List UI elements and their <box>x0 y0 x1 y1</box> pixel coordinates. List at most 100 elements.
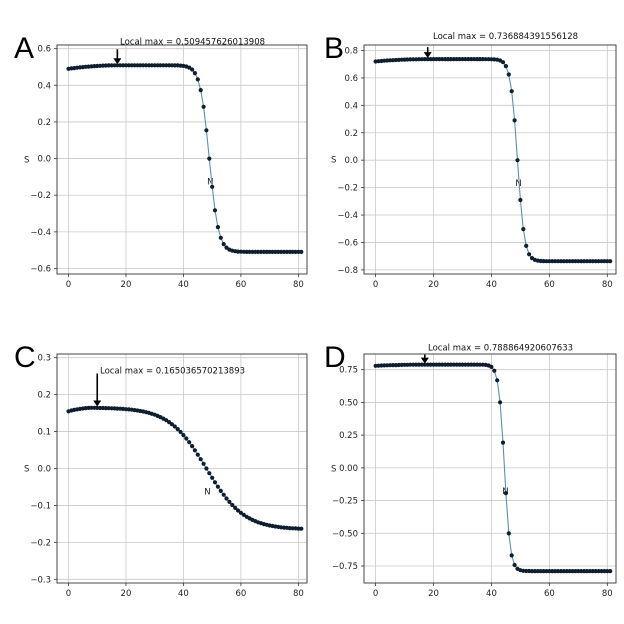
data-point <box>466 57 471 62</box>
data-point <box>258 249 264 254</box>
data-point <box>224 496 229 501</box>
x-tick-label: 40 <box>486 280 497 290</box>
data-point <box>538 569 543 574</box>
y-tick-label: 0.25 <box>339 431 358 441</box>
data-point <box>227 499 232 504</box>
panel-label: A <box>14 32 34 65</box>
data-point <box>152 63 157 68</box>
x-tick-label: 0 <box>66 280 71 290</box>
x-axis-label: N <box>515 179 521 189</box>
x-tick-label: 60 <box>235 589 246 599</box>
data-point <box>425 362 430 367</box>
x-tick-label: 40 <box>178 280 189 290</box>
data-point <box>590 569 595 574</box>
data-point <box>273 249 278 254</box>
data-point <box>212 208 218 213</box>
data-point <box>457 362 462 367</box>
data-point <box>582 569 587 574</box>
data-point <box>238 510 243 515</box>
data-point <box>489 364 494 369</box>
data-point <box>207 471 212 476</box>
data-point <box>532 569 538 574</box>
data-point <box>463 57 468 62</box>
annotation-label: Local max = 0.509457626013908 <box>120 37 265 47</box>
y-tick-label: 0.0 <box>37 155 51 165</box>
y-tick-label: −0.25 <box>332 497 358 507</box>
data-point <box>483 57 488 62</box>
data-point <box>190 67 195 72</box>
panel-b: B 0 20 40 60 80 0.8 0.6 0.4 0.2 0.0 −0.2 −0.4 −0.6 −0.… <box>324 32 617 290</box>
data-point <box>547 569 552 574</box>
annotation-arrowhead <box>93 400 102 407</box>
data-point <box>445 57 451 62</box>
data-point <box>535 569 540 574</box>
data-point <box>518 197 523 203</box>
data-point <box>198 88 203 93</box>
y-tick-label: 0.2 <box>37 391 51 401</box>
x-tick-label: 20 <box>428 280 439 290</box>
data-point <box>261 249 266 254</box>
x-tick-label: 20 <box>428 589 439 599</box>
x-axis-label: N <box>207 178 213 188</box>
data-point <box>472 57 477 62</box>
data-point <box>218 488 223 493</box>
data-point <box>544 259 549 264</box>
data-point <box>509 89 514 94</box>
data-point <box>547 259 552 264</box>
data-point <box>290 249 295 254</box>
data-point <box>506 72 511 77</box>
data-point <box>593 259 598 264</box>
data-point <box>178 429 183 435</box>
data-point <box>553 569 558 574</box>
data-point <box>195 77 200 82</box>
data-point <box>132 63 137 68</box>
data-point <box>218 235 223 240</box>
y-tick-label: −0.6 <box>337 238 358 248</box>
data-point <box>419 362 424 367</box>
y-axis-label: S <box>331 156 336 166</box>
y-tick-label: −0.2 <box>337 184 358 194</box>
data-point <box>564 569 569 574</box>
data-point <box>469 57 474 62</box>
data-point <box>204 128 209 133</box>
data-point <box>198 457 203 462</box>
data-point <box>293 249 298 254</box>
data-point <box>596 259 601 264</box>
data-point <box>448 57 453 62</box>
data-point <box>221 492 226 497</box>
x-tick-label: 80 <box>602 280 613 290</box>
data-point <box>440 362 445 367</box>
data-point <box>576 569 581 574</box>
data-point <box>469 362 474 367</box>
data-point <box>422 57 427 62</box>
data-point <box>118 63 123 68</box>
panel-a: A 0 20 40 60 80 0.6 0.4 0.2 0.0 −0.2 −0.4 −0.6 S N Loca… <box>14 32 308 290</box>
data-point <box>89 405 94 410</box>
data-point <box>434 57 439 62</box>
data-point <box>503 491 508 496</box>
data-point <box>204 466 209 471</box>
data-point <box>579 569 584 574</box>
data-point <box>567 569 572 574</box>
data-point <box>250 249 255 254</box>
data-point <box>605 259 610 264</box>
data-point <box>596 569 601 574</box>
data-point <box>541 569 546 574</box>
data-point <box>573 569 578 574</box>
y-tick-label: 0.8 <box>344 46 358 56</box>
data-point <box>284 249 289 254</box>
panel-label: C <box>14 341 36 374</box>
data-point <box>416 362 422 367</box>
data-point <box>512 118 517 123</box>
x-tick-label: 20 <box>121 589 132 599</box>
y-tick-label: −0.50 <box>332 529 358 539</box>
data-point <box>500 440 506 445</box>
data-point <box>561 259 567 264</box>
data-point <box>149 63 154 68</box>
data-point <box>169 422 174 427</box>
y-axis-label: S <box>331 465 336 475</box>
data-point <box>521 227 526 232</box>
data-point <box>599 569 604 574</box>
data-point <box>207 156 212 161</box>
data-point <box>567 259 572 264</box>
